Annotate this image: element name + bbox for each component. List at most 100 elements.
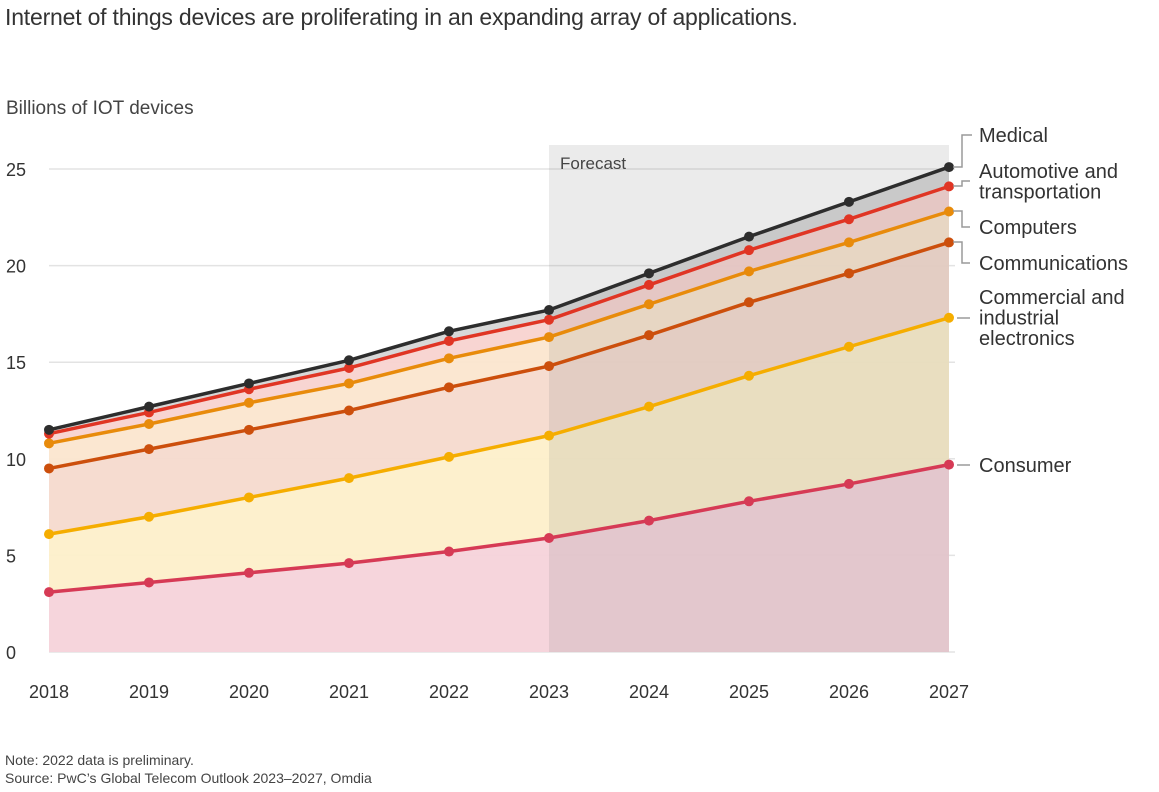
chart-title: Internet of things devices are prolifera… [5,4,798,30]
legend-label: Commercial and [979,287,1125,309]
source-note: Source: PwC’s Global Telecom Outlook 202… [5,770,372,786]
point-consumer [944,459,954,470]
series-lines [48,165,950,594]
point-medical [544,305,554,316]
point-medical [944,162,954,173]
point-computers [244,397,254,408]
legend-label: electronics [979,328,1075,350]
point-automotive-and-transportation [644,279,654,290]
point-medical [144,401,154,412]
legend-item-communications: Communications [953,241,1128,275]
point-computers [144,419,154,430]
y-tick-label: 5 [6,546,16,566]
point-communications [44,463,54,474]
point-communications [244,424,254,435]
point-commercial-and-industrial-electronics [344,473,354,484]
point-commercial-and-industrial-electronics [444,451,454,462]
x-tick-label: 2020 [229,682,269,702]
point-consumer [144,577,154,588]
legend-leader-line [953,180,970,187]
point-commercial-and-industrial-electronics [44,529,54,540]
point-consumer [744,496,754,507]
legend-label: Communications [979,253,1128,275]
point-automotive-and-transportation [844,214,854,225]
x-tick-label: 2022 [429,682,469,702]
x-tick-label: 2021 [329,682,369,702]
x-tick-label: 2027 [929,682,969,702]
x-tick-label: 2026 [829,682,869,702]
x-axis-ticks: 2018 2019 2020 2021 2022 2023 2024 2025 2026 2027 [29,682,969,702]
point-computers [644,299,654,310]
point-automotive-and-transportation [544,314,554,325]
point-automotive-and-transportation [744,245,754,256]
point-communications [644,330,654,341]
point-automotive-and-transportation [444,335,454,346]
forecast-label: Forecast [560,154,626,173]
line-communications [48,240,950,471]
area-commercial-and-industrial-electronics [49,317,949,593]
point-commercial-and-industrial-electronics [844,341,854,352]
point-communications [444,382,454,393]
point-computers [544,332,554,343]
legend-item-consumer: Consumer [957,455,1072,477]
area-communications [49,242,949,535]
point-computers [844,237,854,248]
point-medical [744,231,754,242]
legend-leader-line [953,210,970,228]
point-computers [344,378,354,389]
y-axis-ticks: 0 5 10 15 20 25 [6,160,26,663]
point-consumer [444,546,454,557]
point-consumer [844,478,854,489]
point-commercial-and-industrial-electronics [144,511,154,522]
point-medical [344,355,354,366]
line-consumer [48,462,950,594]
x-tick-label: 2018 [29,682,69,702]
point-medical [844,196,854,207]
legend-label: Medical [979,125,1048,147]
legend-item-medical: Medical [953,125,1048,168]
point-communications [544,361,554,372]
area-automotive-and-transportation [49,186,949,444]
footnote: Note: 2022 data is preliminary. [5,752,194,768]
point-communications [744,297,754,308]
legend-item-computers: Computers [953,210,1077,239]
point-communications [344,405,354,416]
point-automotive-and-transportation [944,181,954,192]
series-points [44,162,954,598]
point-commercial-and-industrial-electronics [944,312,954,323]
legend-leader-line [953,134,972,168]
point-communications [844,268,854,279]
forecast-region: Forecast [549,145,949,652]
legend-label: transportation [979,182,1101,204]
y-tick-label: 10 [6,450,26,470]
line-automotive-and-transportation [48,184,950,436]
y-tick-label: 15 [6,353,26,373]
point-consumer [644,515,654,526]
y-axis-label: Billions of IOT devices [6,98,194,119]
point-medical [444,326,454,337]
point-consumer [544,533,554,544]
point-commercial-and-industrial-electronics [744,370,754,381]
legend-label: industrial [979,308,1059,330]
area-consumer [49,464,949,652]
x-tick-label: 2019 [129,682,169,702]
point-communications [144,444,154,455]
legend-label: Computers [979,217,1077,239]
point-commercial-and-industrial-electronics [644,401,654,412]
area-layers [49,167,949,652]
area-computers [49,211,949,469]
legend-label: Consumer [979,455,1072,477]
line-commercial-and-industrial-electronics [48,316,950,536]
point-commercial-and-industrial-electronics [544,430,554,441]
point-medical [44,424,54,435]
point-computers [944,206,954,217]
point-commercial-and-industrial-electronics [244,492,254,503]
point-consumer [344,558,354,569]
legend-leader-line [953,241,970,264]
forecast-shade [549,145,949,652]
x-tick-label: 2023 [529,682,569,702]
